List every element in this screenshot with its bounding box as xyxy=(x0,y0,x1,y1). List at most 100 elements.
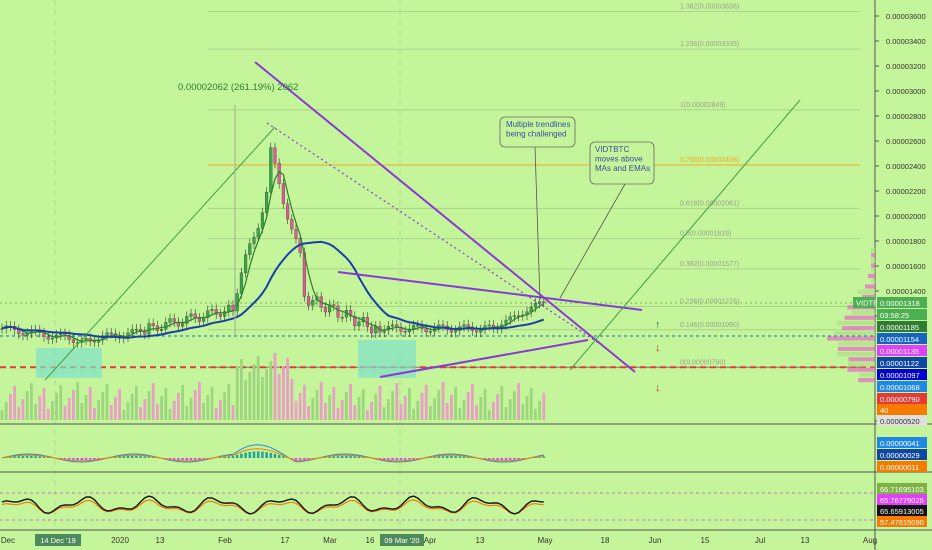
price-badge-text: 0.00001068 xyxy=(880,383,920,392)
candle xyxy=(168,318,172,323)
candle xyxy=(206,310,210,318)
volume-bar xyxy=(378,386,382,420)
volume-bar xyxy=(303,385,306,420)
candle xyxy=(223,311,227,317)
volume-bar xyxy=(336,408,340,420)
macd-histogram-bar xyxy=(433,456,436,458)
macd-histogram-bar xyxy=(189,458,193,460)
macd-histogram-bar xyxy=(353,456,357,458)
rsi-badge xyxy=(877,494,927,505)
candle xyxy=(109,332,113,335)
macd-histogram-bar xyxy=(151,457,155,458)
candle xyxy=(160,329,164,331)
volume-bar xyxy=(88,387,92,420)
price-axis[interactable]: 0.00003600 0.00003400 0.00003200 0.00003000… xyxy=(853,12,927,527)
volume-bar xyxy=(59,385,63,420)
volume-profile-bar xyxy=(867,274,875,279)
candle xyxy=(134,328,138,331)
price-badge-text: 0.00001097 xyxy=(880,371,920,380)
candle xyxy=(370,326,374,334)
measure-label: 0.00002062 (261.19%) 2062 xyxy=(178,82,298,93)
volume-bar xyxy=(189,398,193,420)
volume-bar xyxy=(315,390,319,420)
volume-bar xyxy=(63,406,67,420)
price-badge xyxy=(877,404,927,415)
volume-bar xyxy=(130,394,134,420)
candle xyxy=(424,328,428,333)
macd-badge-text: 0.00000029 xyxy=(880,451,920,460)
rsi-badge-text: 65.65913005 xyxy=(880,507,924,516)
volume-bar xyxy=(214,408,218,420)
volume-bar xyxy=(177,393,180,420)
x-tick-label: 2020 xyxy=(111,536,129,545)
x-tick-label: Aug xyxy=(863,536,877,545)
macd-histogram-bar xyxy=(42,456,46,458)
y-tick-label: 0.00003200 xyxy=(886,62,926,71)
volume-profile-bar xyxy=(857,289,875,294)
macd-histogram-bar xyxy=(269,452,273,458)
macd-histogram-bar xyxy=(177,458,180,460)
volume-bar xyxy=(0,410,4,420)
volume-profile-bar xyxy=(847,367,875,372)
volume-bar xyxy=(172,401,176,420)
volume-bar xyxy=(181,385,184,420)
macd-histogram-bar xyxy=(17,456,21,458)
macd-histogram-bar xyxy=(240,453,243,458)
candle xyxy=(353,316,357,327)
x-tick-label: 13 xyxy=(156,536,165,545)
price-badge-text: 0.00001185 xyxy=(880,323,919,332)
volume-bar xyxy=(147,391,151,420)
fib-retracement[interactable]: 1.382(0.00003636) 1.236(0.00003335) 1(0.00… xyxy=(208,4,860,368)
candle xyxy=(210,309,214,311)
fib-level-label: 1(0.00002849) xyxy=(680,102,726,109)
candle xyxy=(349,310,353,317)
volume-bar xyxy=(298,393,302,420)
volume-bar xyxy=(17,407,21,420)
trendline xyxy=(337,271,643,311)
candle xyxy=(256,228,260,238)
volume-bar xyxy=(311,398,315,420)
volume-profile-bar xyxy=(837,352,875,357)
macd-histogram-bar xyxy=(265,452,268,458)
candle xyxy=(273,147,277,164)
macd-histogram-bar xyxy=(458,456,462,458)
volume-bar xyxy=(164,388,168,420)
volume-bar xyxy=(508,399,512,420)
macd-histogram-bar xyxy=(307,458,310,460)
macd-histogram-bar xyxy=(135,456,138,458)
candle xyxy=(59,333,63,336)
volume-profile-bar xyxy=(837,320,875,325)
macd-histogram-bar xyxy=(126,456,130,458)
candle xyxy=(487,324,491,327)
drawings[interactable]: 0.00002062 (261.19%) 2062 Multiple trendl… xyxy=(1,61,875,394)
volume-bar xyxy=(235,367,239,420)
fib-level-label: 0.618(0.00002061) xyxy=(680,200,739,207)
macd-histogram-bar xyxy=(130,456,134,458)
candle xyxy=(475,330,479,333)
volume-profile-bar xyxy=(871,248,875,253)
volume-bar xyxy=(265,369,268,420)
macd-histogram-bar xyxy=(542,456,546,458)
candle xyxy=(286,203,290,220)
candle xyxy=(441,324,445,327)
candle xyxy=(185,316,189,324)
price-badge-text: 0.00001154 xyxy=(880,335,919,344)
macd-histogram-bar xyxy=(378,458,382,459)
macd-histogram-bar xyxy=(496,458,499,460)
candle xyxy=(336,305,340,318)
volume-bar xyxy=(307,406,310,420)
candle xyxy=(416,325,420,327)
x-tick-label: Feb xyxy=(218,536,232,545)
macd-histogram-bar xyxy=(382,458,386,460)
macd-histogram-bar xyxy=(231,456,235,458)
time-axis[interactable]: Dec16202013Feb17Mar16Apr13May18Jun15Jul1… xyxy=(1,534,877,546)
volume-bar xyxy=(487,410,491,420)
macd-histogram-bar xyxy=(256,451,260,458)
candle xyxy=(71,339,75,343)
volume-bar xyxy=(496,394,499,420)
price-badge xyxy=(877,393,927,404)
candle xyxy=(462,324,466,327)
macd-histogram-bar xyxy=(84,458,88,460)
volume-bar xyxy=(273,353,277,420)
